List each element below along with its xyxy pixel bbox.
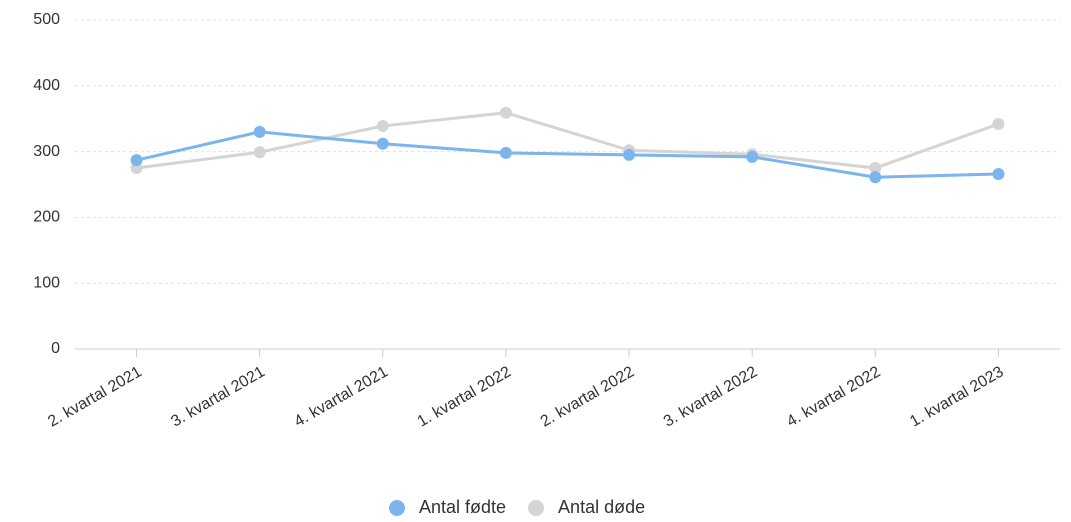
line <box>136 130 999 179</box>
x-tick-label: 4. kvartal 2022 <box>784 363 883 430</box>
point <box>746 150 759 163</box>
x-tick-label: 1. kvartal 2023 <box>907 363 1006 430</box>
x-tick-label: 3. kvartal 2022 <box>661 363 760 430</box>
x-tick-label: 1. kvartal 2022 <box>415 363 514 430</box>
legend-label: Antal døde <box>558 497 645 517</box>
y-tick-label: 300 <box>33 143 60 160</box>
y-tick-label: 200 <box>33 209 60 226</box>
point <box>499 106 512 119</box>
point <box>869 171 882 184</box>
y-tick-label: 0 <box>51 340 60 357</box>
line <box>136 111 999 170</box>
point <box>992 167 1005 180</box>
point <box>376 137 389 150</box>
legend-label: Antal fødte <box>419 497 506 517</box>
y-tick-label: 500 <box>33 11 60 28</box>
point <box>499 146 512 159</box>
point <box>623 148 636 161</box>
point <box>130 154 143 167</box>
point <box>253 125 266 138</box>
y-tick-label: 400 <box>33 77 60 94</box>
y-tick-label: 100 <box>33 274 60 291</box>
point <box>992 117 1005 130</box>
x-tick-label: 4. kvartal 2021 <box>292 363 391 430</box>
x-tick-label: 3. kvartal 2021 <box>168 363 267 430</box>
point <box>376 119 389 132</box>
legend-symbol <box>389 500 405 516</box>
point <box>253 146 266 159</box>
point <box>869 162 882 175</box>
legend-symbol <box>528 500 545 516</box>
x-tick-label: 2. kvartal 2022 <box>538 363 637 430</box>
x-tick-label: 2. kvartal 2021 <box>45 363 144 430</box>
